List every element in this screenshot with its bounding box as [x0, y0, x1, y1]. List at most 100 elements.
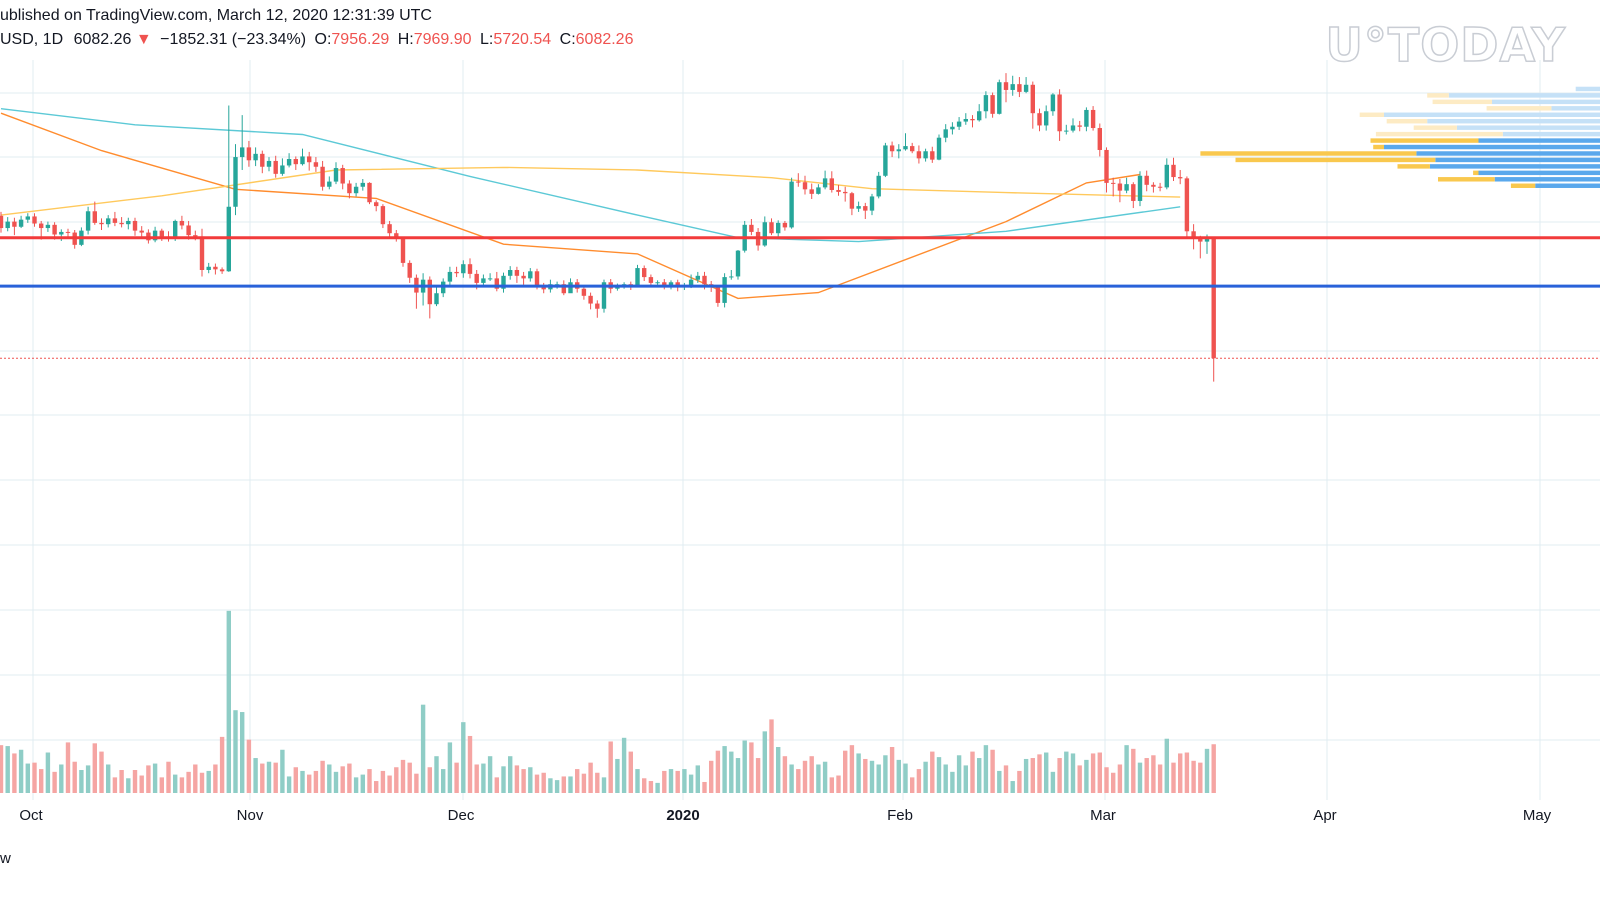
volume-bar	[608, 741, 613, 793]
candle-body	[863, 206, 868, 211]
volume-bar	[179, 777, 185, 793]
volume-bar	[474, 764, 479, 793]
volume-bar	[554, 780, 560, 793]
candle-body	[32, 216, 37, 224]
volume-bar	[776, 747, 781, 793]
candle-body	[300, 156, 305, 165]
volume-bar	[59, 764, 64, 793]
candle-body	[286, 159, 292, 166]
volume-bar	[414, 773, 419, 793]
x-tick-label: Apr	[1313, 807, 1336, 824]
candle-body	[1077, 125, 1082, 127]
volume-bar	[1003, 765, 1009, 793]
volume-bar	[575, 769, 580, 793]
candle-body	[260, 153, 265, 167]
last-price: 6082.26	[73, 31, 132, 48]
volume-bar	[729, 751, 734, 793]
candle-body	[12, 221, 17, 227]
candle-body	[997, 82, 1002, 114]
candle-body	[246, 147, 252, 161]
volume-profile-up	[1429, 164, 1600, 169]
volume-bar	[648, 781, 654, 793]
volume-bar	[146, 765, 151, 793]
volume-bar	[916, 769, 922, 793]
candle-body	[534, 271, 540, 287]
candle-body	[695, 275, 700, 280]
candle-body	[0, 215, 4, 229]
volume-bar	[367, 769, 372, 793]
volume-bar	[199, 772, 205, 793]
volume-bar	[166, 761, 171, 793]
candle-body	[581, 288, 587, 296]
volume-bar	[1090, 753, 1096, 793]
candle-body	[347, 183, 352, 194]
candle-body	[816, 187, 821, 194]
volume-bar	[816, 764, 821, 793]
candle-body	[1064, 130, 1069, 132]
volume-bar	[1211, 744, 1216, 793]
volume-bar	[528, 767, 533, 793]
published-caption: ublished on TradingView.com, March 12, 2…	[0, 7, 432, 24]
candle-body	[126, 220, 131, 225]
candle-body	[601, 282, 607, 309]
candle-body	[856, 206, 861, 209]
volume-profile-up	[1575, 86, 1600, 92]
volume-profile-up	[1427, 118, 1600, 124]
candle-body	[735, 250, 741, 277]
volume-bar	[273, 762, 278, 793]
candle-body	[152, 230, 158, 241]
candle-body	[1111, 182, 1116, 184]
moving-averages	[0, 108, 1181, 300]
candle-body	[541, 286, 546, 290]
volume-bar	[977, 758, 982, 793]
candle-body	[776, 222, 781, 234]
candle-body	[956, 121, 962, 127]
volume-bar	[876, 764, 881, 793]
volume-bar	[715, 750, 721, 793]
volume-bar	[494, 777, 499, 793]
volume-bar	[327, 764, 332, 793]
volume-bar	[119, 770, 124, 793]
volume-bar	[186, 771, 191, 793]
candle-body	[1037, 113, 1042, 126]
volume-bar	[936, 757, 942, 793]
volume-bar	[1010, 781, 1015, 793]
volume-bar	[1131, 748, 1136, 793]
candle-body	[889, 145, 895, 152]
volume-bar	[85, 765, 91, 793]
volume-bar	[320, 760, 325, 793]
volume-bar	[1097, 752, 1102, 793]
candle-body	[119, 222, 124, 225]
volume-bar	[822, 761, 828, 793]
candle-body	[447, 271, 453, 282]
moving-average-line	[0, 108, 1181, 243]
candle-body	[1023, 84, 1029, 92]
candle-body	[313, 162, 319, 167]
candle-body	[159, 230, 164, 237]
x-tick-label: Nov	[237, 807, 264, 824]
volume-bar	[910, 777, 915, 793]
x-tick-label: 2020	[666, 807, 699, 824]
volume-bar	[1084, 759, 1089, 793]
volume-bar	[45, 752, 51, 793]
volume-bar	[1124, 745, 1129, 793]
volume-bar	[722, 746, 727, 793]
candle-body	[769, 222, 774, 234]
volume-profile-up	[1416, 151, 1600, 156]
volume-bar	[407, 762, 412, 793]
open-value: 7956.29	[331, 31, 390, 48]
candle-body	[320, 166, 325, 187]
x-tick-label: May	[1523, 807, 1552, 824]
candle-body	[25, 216, 30, 220]
volume-profile-up	[1448, 93, 1600, 98]
volume-bar	[233, 710, 238, 793]
volume-bar	[675, 770, 680, 793]
volume-bar	[72, 761, 77, 793]
volume-bar	[39, 769, 44, 793]
volume-bar	[548, 778, 553, 793]
candle-body	[1131, 184, 1136, 201]
volume-bar	[943, 764, 948, 793]
volume-bar	[286, 776, 292, 793]
candle-body	[508, 270, 513, 276]
